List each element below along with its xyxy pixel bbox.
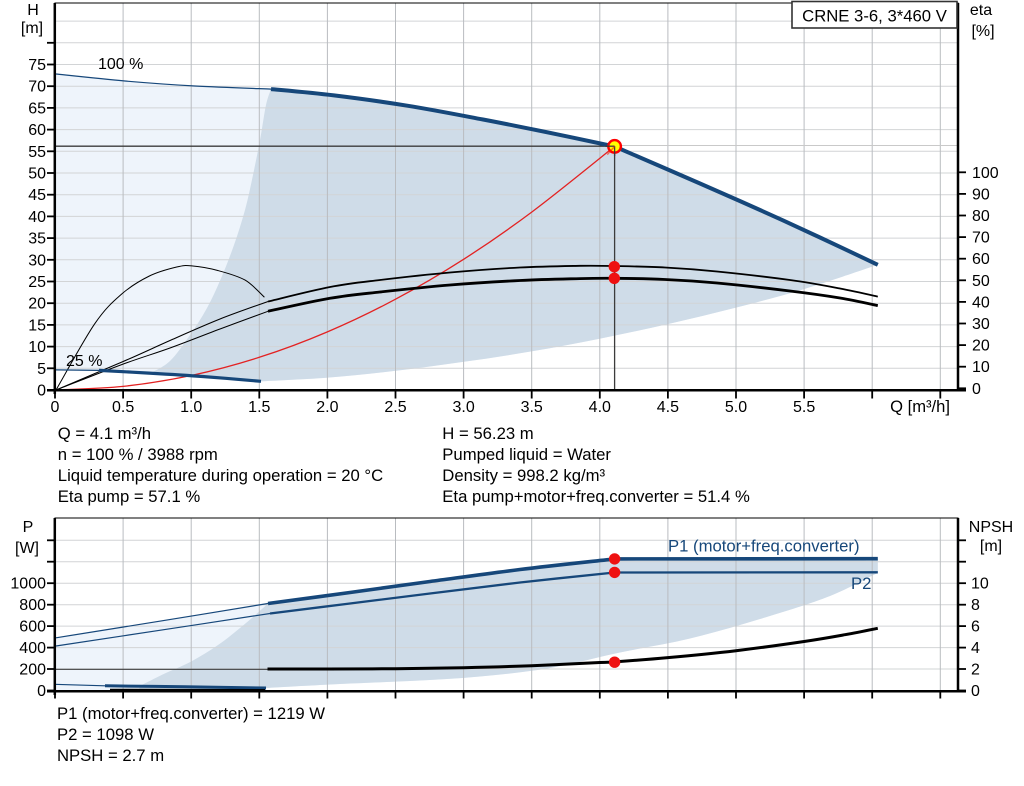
svg-text:0: 0 bbox=[971, 683, 980, 700]
svg-text:0: 0 bbox=[51, 399, 60, 416]
svg-text:45: 45 bbox=[28, 187, 46, 204]
svg-text:1.0: 1.0 bbox=[180, 399, 202, 416]
svg-text:5: 5 bbox=[37, 361, 46, 378]
svg-text:25: 25 bbox=[28, 274, 46, 291]
svg-text:100 %: 100 % bbox=[98, 56, 143, 73]
svg-text:75: 75 bbox=[28, 57, 46, 74]
svg-text:[m]: [m] bbox=[21, 20, 43, 37]
svg-text:H = 56.23 m: H = 56.23 m bbox=[442, 424, 533, 443]
svg-text:90: 90 bbox=[972, 186, 990, 203]
svg-text:10: 10 bbox=[28, 339, 46, 356]
svg-text:P2: P2 bbox=[851, 574, 871, 593]
svg-text:CRNE 3-6, 3*460 V: CRNE 3-6, 3*460 V bbox=[802, 7, 948, 26]
svg-text:25 %: 25 % bbox=[66, 353, 102, 370]
svg-text:8: 8 bbox=[971, 597, 980, 614]
svg-text:0: 0 bbox=[37, 683, 46, 700]
svg-text:50: 50 bbox=[28, 166, 46, 183]
svg-text:30: 30 bbox=[28, 252, 46, 269]
svg-text:2.5: 2.5 bbox=[384, 399, 406, 416]
svg-text:[m]: [m] bbox=[980, 538, 1002, 555]
svg-text:3.5: 3.5 bbox=[521, 399, 543, 416]
svg-text:0: 0 bbox=[972, 381, 981, 398]
svg-text:2: 2 bbox=[971, 662, 980, 679]
svg-text:40: 40 bbox=[972, 294, 990, 311]
svg-text:20: 20 bbox=[28, 296, 46, 313]
svg-text:[%]: [%] bbox=[971, 23, 994, 40]
svg-text:15: 15 bbox=[28, 317, 46, 334]
svg-text:Liquid temperature during oper: Liquid temperature during operation = 20… bbox=[58, 466, 383, 485]
svg-text:80: 80 bbox=[972, 208, 990, 225]
svg-text:Eta pump = 57.1 %: Eta pump = 57.1 % bbox=[58, 487, 201, 506]
svg-text:10: 10 bbox=[972, 359, 990, 376]
svg-text:2.0: 2.0 bbox=[316, 399, 338, 416]
svg-text:eta: eta bbox=[970, 2, 992, 19]
svg-text:Q = 4.1 m³/h: Q = 4.1 m³/h bbox=[58, 424, 151, 443]
svg-text:55: 55 bbox=[28, 144, 46, 161]
svg-text:1000: 1000 bbox=[10, 576, 46, 593]
svg-text:70: 70 bbox=[972, 230, 990, 247]
svg-text:60: 60 bbox=[972, 251, 990, 268]
svg-text:H: H bbox=[27, 2, 39, 19]
svg-text:30: 30 bbox=[972, 316, 990, 333]
svg-text:400: 400 bbox=[19, 640, 46, 657]
svg-text:0: 0 bbox=[37, 383, 46, 400]
svg-text:1.5: 1.5 bbox=[248, 399, 270, 416]
svg-text:4.5: 4.5 bbox=[657, 399, 679, 416]
svg-text:10: 10 bbox=[971, 576, 989, 593]
svg-text:Q [m³/h]: Q [m³/h] bbox=[890, 397, 950, 416]
svg-text:5.0: 5.0 bbox=[725, 399, 747, 416]
svg-text:35: 35 bbox=[28, 231, 46, 248]
svg-text:0.5: 0.5 bbox=[112, 399, 134, 416]
svg-text:3.0: 3.0 bbox=[452, 399, 474, 416]
svg-text:P: P bbox=[23, 519, 34, 536]
svg-text:60: 60 bbox=[28, 122, 46, 139]
svg-text:5.5: 5.5 bbox=[793, 399, 815, 416]
svg-text:P1 (motor+freq.converter): P1 (motor+freq.converter) bbox=[668, 537, 860, 556]
svg-text:600: 600 bbox=[19, 619, 46, 636]
svg-text:P2 = 1098 W: P2 = 1098 W bbox=[57, 725, 154, 744]
svg-text:65: 65 bbox=[28, 100, 46, 117]
svg-text:50: 50 bbox=[972, 273, 990, 290]
svg-text:800: 800 bbox=[19, 597, 46, 614]
svg-text:20: 20 bbox=[972, 338, 990, 355]
svg-text:4.0: 4.0 bbox=[589, 399, 611, 416]
svg-text:70: 70 bbox=[28, 79, 46, 96]
svg-text:Eta pump+motor+freq.converter: Eta pump+motor+freq.converter = 51.4 % bbox=[442, 487, 750, 506]
svg-text:n = 100 % / 3988 rpm: n = 100 % / 3988 rpm bbox=[58, 445, 218, 464]
svg-text:[W]: [W] bbox=[15, 540, 39, 557]
svg-text:NPSH = 2.7 m: NPSH = 2.7 m bbox=[57, 746, 164, 765]
svg-text:Density = 998.2 kg/m³: Density = 998.2 kg/m³ bbox=[442, 466, 605, 485]
svg-text:P1 (motor+freq.converter) = 12: P1 (motor+freq.converter) = 1219 W bbox=[57, 704, 325, 723]
svg-text:NPSH: NPSH bbox=[969, 519, 1013, 536]
svg-text:4: 4 bbox=[971, 640, 980, 657]
svg-text:40: 40 bbox=[28, 209, 46, 226]
svg-text:6: 6 bbox=[971, 619, 980, 636]
svg-text:200: 200 bbox=[19, 662, 46, 679]
svg-text:100: 100 bbox=[972, 165, 999, 182]
svg-text:Pumped liquid = Water: Pumped liquid = Water bbox=[442, 445, 611, 464]
